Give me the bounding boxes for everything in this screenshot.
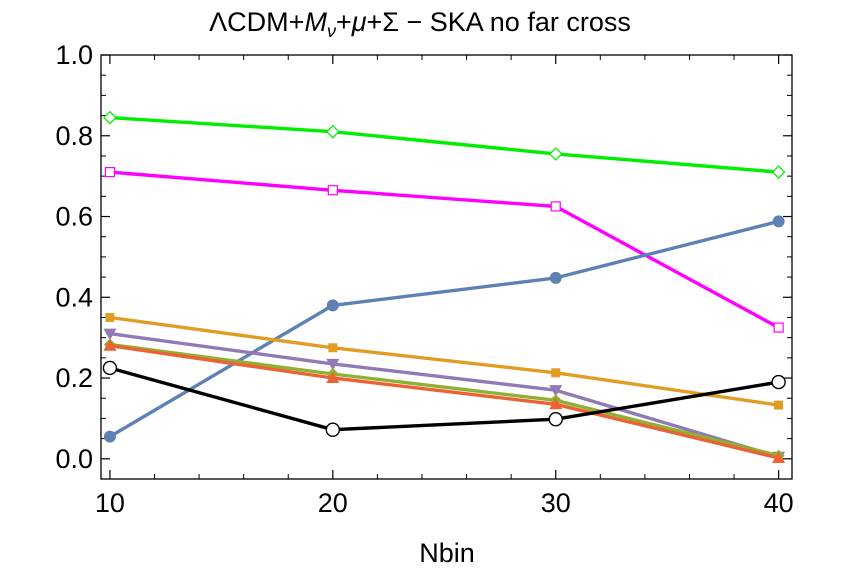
series-line xyxy=(109,366,779,432)
series-line xyxy=(109,219,780,439)
data-point xyxy=(549,385,563,397)
x-axis-label: Nbin xyxy=(419,538,475,568)
data-point xyxy=(771,165,786,179)
series-line xyxy=(109,344,779,460)
data-point xyxy=(551,368,561,378)
data-point xyxy=(773,322,784,333)
series-line xyxy=(109,342,780,458)
chart-title: ΛCDM+Mν+μ+Σ − SKA no far cross xyxy=(209,7,631,41)
series-line xyxy=(109,315,779,407)
x-tick-label: 30 xyxy=(541,488,571,518)
axes: 0.0 0.2 0.4 0.6 0.8 1.0 10 20 30 40 xyxy=(55,40,793,518)
data-point xyxy=(550,201,561,212)
series-6 xyxy=(103,339,786,464)
x-tick-label: 20 xyxy=(318,488,348,518)
data-point xyxy=(325,124,340,139)
x-tick-label: 10 xyxy=(95,488,125,518)
data-point xyxy=(549,397,563,410)
series-3 xyxy=(105,312,784,410)
data-point xyxy=(548,412,563,427)
data-point xyxy=(772,451,786,464)
series-0 xyxy=(103,110,786,179)
data-point xyxy=(105,312,115,322)
x-tick-label: 40 xyxy=(764,488,794,518)
series-line xyxy=(109,331,780,459)
plot-frame xyxy=(100,54,793,480)
data-point xyxy=(326,358,340,371)
y-tick-label: 0.6 xyxy=(55,202,93,232)
y-tick-label: 0.0 xyxy=(55,444,93,474)
data-point xyxy=(548,147,563,161)
series-1 xyxy=(104,167,784,333)
data-point xyxy=(103,339,117,351)
data-point xyxy=(771,374,786,390)
data-point xyxy=(326,299,339,312)
y-tick-label: 0.8 xyxy=(55,121,93,151)
y-tick-label: 1.0 xyxy=(55,40,93,70)
data-point xyxy=(774,400,784,410)
data-point xyxy=(549,271,562,284)
data-point xyxy=(325,422,341,437)
data-point xyxy=(327,185,338,196)
data-point xyxy=(328,343,338,353)
data-point xyxy=(103,328,117,341)
series-7 xyxy=(102,360,786,437)
data-point xyxy=(102,360,118,376)
series-line xyxy=(109,170,780,330)
series-line xyxy=(109,115,779,174)
data-point xyxy=(326,371,340,384)
data-point xyxy=(772,215,785,228)
series-5 xyxy=(103,338,785,462)
data-point xyxy=(104,167,116,178)
data-point xyxy=(103,110,117,125)
data-point xyxy=(103,430,116,443)
y-tick-label: 0.2 xyxy=(55,363,93,393)
series-layer xyxy=(102,110,786,464)
y-tick-label: 0.4 xyxy=(55,282,93,312)
series-2 xyxy=(103,215,785,443)
